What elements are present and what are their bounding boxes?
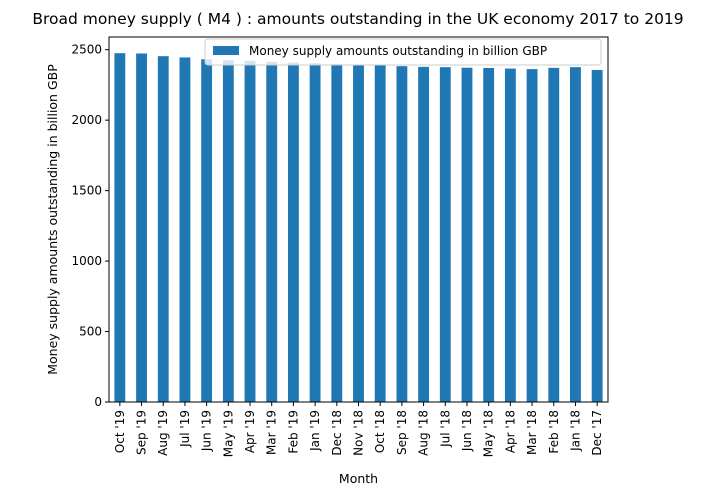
y-axis: 0 500 1000 1500 2000 2500 (71, 43, 109, 409)
y-tick-label: 2500 (71, 43, 102, 57)
bar (439, 67, 451, 402)
bar (570, 67, 581, 402)
bar (483, 68, 495, 402)
x-tick-label: Jun '18 (460, 410, 474, 452)
bar (136, 53, 147, 403)
legend-box (204, 38, 602, 66)
y-tick-label: 0 (94, 395, 102, 409)
x-tick-label: Aug '18 (417, 410, 431, 456)
legend-swatch (213, 46, 239, 55)
x-tick-label: Mar '19 (265, 410, 279, 455)
bar (374, 64, 386, 403)
chart-title: Broad money supply ( M4 ) : amounts outs… (32, 10, 683, 28)
bar (461, 67, 473, 402)
x-tick-label: Jan '19 (308, 410, 322, 452)
bar (331, 64, 343, 402)
x-tick-label: Sep '18 (395, 410, 409, 455)
x-tick-label: Dec '18 (330, 410, 344, 456)
y-axis-label: Money supply amounts outstanding in bill… (45, 64, 60, 375)
bar (266, 61, 278, 403)
bar (591, 69, 603, 402)
bar (287, 62, 299, 403)
legend-label: Money supply amounts outstanding in bill… (249, 44, 547, 58)
x-tick-label: Sep '19 (135, 410, 149, 455)
bar (309, 63, 321, 403)
bars-group (114, 53, 603, 403)
bar (504, 68, 516, 402)
bar (548, 67, 560, 403)
y-tick-label: 2000 (71, 113, 102, 127)
x-tick-label: Feb '18 (547, 410, 561, 454)
x-tick-label: Nov '18 (352, 410, 366, 456)
x-tick-label: May '18 (482, 410, 496, 457)
y-tick-label: 500 (79, 325, 102, 339)
bar (244, 60, 256, 402)
x-axis-label: Month (339, 471, 378, 486)
x-tick-label: Apr '19 (243, 410, 257, 453)
x-tick-label: Jan '18 (568, 410, 582, 452)
y-tick-label: 1000 (71, 254, 102, 268)
x-tick-label: Jul '19 (178, 410, 192, 448)
bar (526, 69, 538, 402)
bar (179, 57, 191, 403)
x-tick-label: May '19 (221, 410, 235, 457)
x-tick-label: Oct '18 (373, 410, 387, 453)
x-tick-label: Mar '18 (525, 410, 539, 455)
x-tick-label: Oct '19 (113, 410, 127, 453)
bar (418, 66, 430, 402)
x-tick-label: Aug '19 (156, 410, 170, 456)
bar (396, 66, 408, 403)
bar (157, 56, 169, 403)
bar (114, 53, 126, 403)
y-tick-label: 1500 (71, 184, 102, 198)
x-tick-label: Apr '18 (503, 410, 517, 453)
bar (222, 60, 234, 402)
x-tick-label: Jul '18 (438, 410, 452, 448)
x-tick-label: Jun '19 (200, 410, 214, 452)
x-tick-label: Feb '19 (286, 410, 300, 454)
x-tick-label: Dec '17 (590, 410, 604, 456)
legend: Money supply amounts outstanding in bill… (204, 38, 602, 66)
bar (201, 59, 213, 403)
x-axis: Oct '19 Sep '19 Aug '19 Jul '19 Jun '19 May '… (113, 402, 604, 457)
bar (353, 64, 364, 402)
